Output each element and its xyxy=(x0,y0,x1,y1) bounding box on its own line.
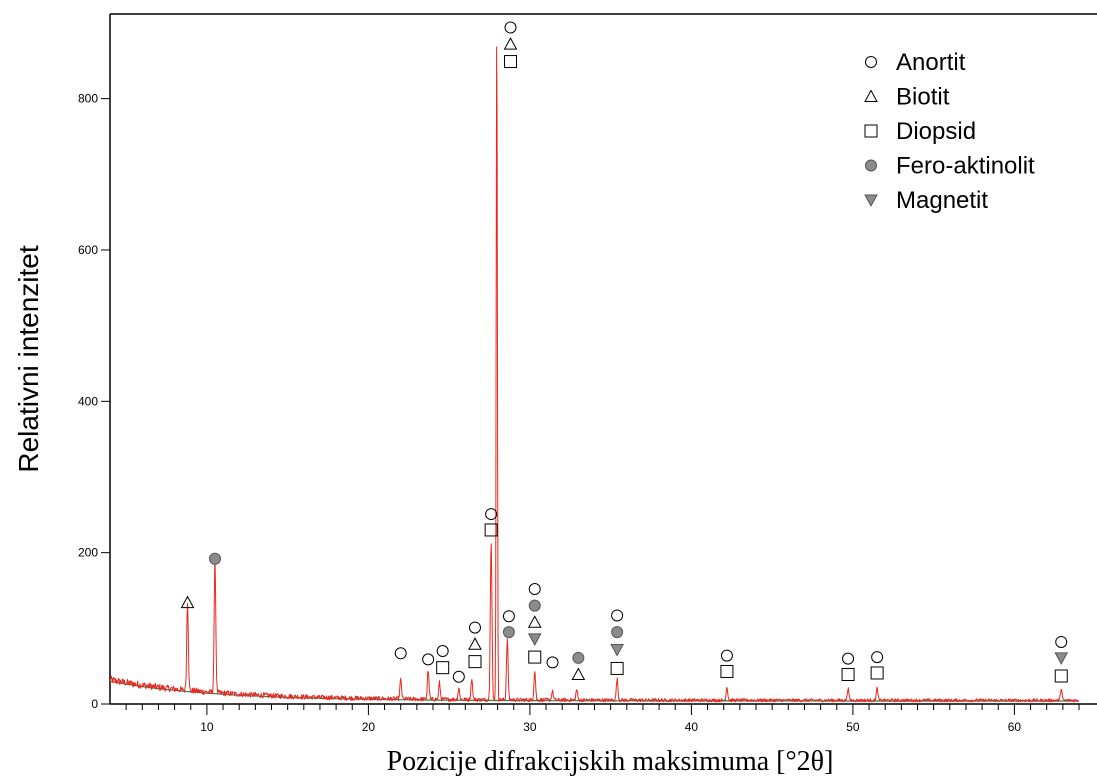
pattern-line xyxy=(110,46,1079,703)
background-curve xyxy=(110,680,1079,702)
marker-diopsid xyxy=(504,55,518,69)
legend-label-anortit: Anortit xyxy=(896,49,966,76)
marker-biotit xyxy=(571,667,586,680)
y-tick-label: 0 xyxy=(91,697,98,711)
marker-anortit xyxy=(452,670,465,683)
marker-diopsid xyxy=(468,655,482,669)
marker-anortit xyxy=(502,610,515,623)
legend-symbol-biotit xyxy=(864,89,878,102)
y-tick-label: 200 xyxy=(78,546,98,560)
x-tick-label: 30 xyxy=(523,720,537,734)
marker-anortit xyxy=(436,645,449,658)
marker-anortit xyxy=(842,652,855,665)
marker-diopsid xyxy=(610,661,624,675)
legend-label-fero-aktinolit: Fero-aktinolit xyxy=(896,153,1035,180)
phase-markers xyxy=(180,21,1069,683)
x-axis: 10 20 30 40 50 60 xyxy=(125,704,1080,734)
marker-anortit xyxy=(422,653,435,666)
marker-fero-aktinolit xyxy=(572,651,585,664)
y-tick-label: 800 xyxy=(78,92,98,106)
marker-biotit xyxy=(468,637,482,650)
marker-magnetit xyxy=(1054,652,1069,665)
marker-fero-aktinolit xyxy=(502,626,515,639)
x-tick-label: 60 xyxy=(1008,720,1022,734)
x-tick-label: 10 xyxy=(200,720,214,734)
y-axis: 0 200 400 600 800 xyxy=(78,92,110,711)
marker-anortit xyxy=(485,508,498,521)
marker-fero-aktinolit xyxy=(208,552,221,565)
marker-diopsid xyxy=(436,661,450,675)
legend-label-diopsid: Diopsid xyxy=(896,118,976,145)
marker-anortit xyxy=(394,647,407,660)
marker-anortit xyxy=(871,651,884,664)
marker-anortit xyxy=(611,609,624,622)
y-tick-label: 400 xyxy=(78,394,98,408)
marker-fero-aktinolit xyxy=(611,626,624,639)
marker-anortit xyxy=(720,649,733,662)
marker-biotit xyxy=(527,615,542,628)
legend-label-biotit: Biotit xyxy=(896,84,950,111)
legend-symbol-diopsid xyxy=(864,124,878,138)
plot-frame xyxy=(109,13,1097,705)
marker-magnetit xyxy=(527,633,542,646)
marker-magnetit xyxy=(610,644,624,657)
background-line xyxy=(110,680,1079,702)
y-tick-label: 600 xyxy=(78,243,98,257)
marker-diopsid xyxy=(720,664,734,678)
marker-diopsid xyxy=(870,666,884,680)
marker-diopsid xyxy=(528,650,542,664)
x-tick-label: 40 xyxy=(685,720,699,734)
marker-diopsid xyxy=(484,523,498,537)
y-axis-title: Relativni intenzitet xyxy=(13,245,44,472)
marker-biotit xyxy=(503,37,518,50)
x-axis-title: Pozicije difrakcijskih maksimuma [°2θ] xyxy=(387,746,834,777)
marker-biotit xyxy=(180,595,195,609)
marker-fero-aktinolit xyxy=(528,599,541,612)
marker-anortit xyxy=(1055,635,1068,648)
legend-symbol-magnetit xyxy=(864,194,878,208)
legend-symbol-fero-aktinolit xyxy=(865,159,877,172)
legend: Anortit Biotit Diopsid Fero-aktinolit Magnet… xyxy=(864,49,1035,214)
marker-anortit xyxy=(504,21,517,34)
legend-label-magnetit: Magnetit xyxy=(896,187,988,214)
marker-anortit xyxy=(468,621,481,634)
marker-anortit xyxy=(528,582,541,595)
legend-symbol-anortit xyxy=(865,56,877,68)
marker-anortit xyxy=(546,656,559,669)
x-tick-label: 20 xyxy=(362,720,376,734)
x-tick-label: 50 xyxy=(846,720,860,734)
diffraction-pattern xyxy=(110,46,1079,703)
marker-diopsid xyxy=(841,667,855,681)
marker-diopsid xyxy=(1054,669,1068,683)
